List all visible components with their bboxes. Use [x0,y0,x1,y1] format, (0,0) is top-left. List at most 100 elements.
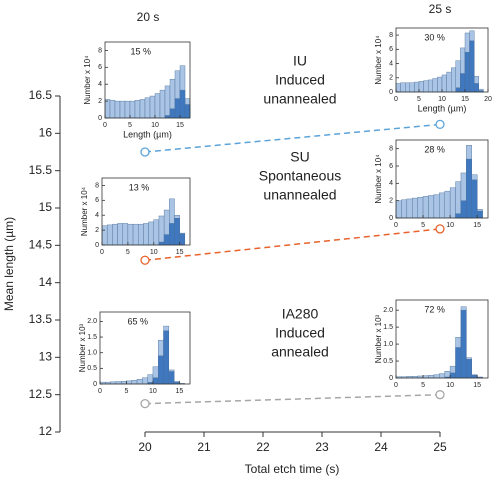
x-tick-label: 25 [433,440,447,454]
histogram-bar [455,213,462,219]
y-tick-label: 6 [389,163,393,170]
histogram-bar [449,187,456,219]
inset-y-label: Number x 10⁴ [83,55,92,105]
histogram-bar [164,85,171,119]
inset-y-label: Number x 10³ [374,314,383,363]
histogram-bar [169,108,176,119]
group-label: IA280 [282,306,319,322]
inset: 0 2 4 6 8 0 5 10 15 20 Number x 10⁴ Length (µm) 30 % [374,27,492,113]
histogram-bar [152,377,159,385]
inset-annotation: 65 % [128,316,149,326]
x-tick-label: 10 [446,382,454,389]
histogram-bar [104,99,111,119]
y-tick-label: 2 [98,98,102,105]
x-axis-label: Total etch time (s) [245,462,340,476]
inset-annotation: 30 % [424,32,445,42]
histogram-bar [444,190,451,219]
y-tick-label: 2.0 [87,318,97,325]
x-tick-label: 5 [125,388,129,395]
histogram-bar [174,217,180,246]
group-description: unannealed [263,187,336,203]
histogram-bar [476,210,483,219]
histogram-bar [159,89,166,119]
y-tick-label: 2 [389,198,393,205]
histogram-bar [163,330,170,385]
histogram-bar [460,73,466,93]
x-tick-label: 15 [176,388,184,395]
inset-annotation: 13 % [129,182,150,192]
inset: 0 0.5 1.0 1.5 2.0 0 5 10 15 Number x 10³ 65 % [78,311,191,395]
x-tick-label: 0 [394,96,398,103]
histogram-bar [471,375,478,379]
column-title: 20 s [137,10,160,24]
histogram-bar [460,309,467,379]
histogram-bar [455,347,462,379]
inset-x-label: Length (µm) [123,129,172,139]
histogram-bar [158,241,165,246]
histogram-bar [144,97,151,119]
y-tick-label: 8 [389,146,393,153]
inset-frame [99,311,191,385]
y-tick-label: 2 [95,227,99,234]
histogram-bar [455,181,462,219]
group-description: unannealed [263,91,336,107]
y-tick-label: 1.5 [383,324,393,331]
histogram-bar [428,79,434,93]
histogram-bar [139,99,146,119]
data-point [140,398,150,409]
histogram-bar [451,67,457,93]
group-label: IU [293,53,307,69]
inset: 0 2 4 6 8 0 5 10 15 Number x 10⁴ 13 % [80,177,191,256]
histogram-bar [433,194,440,219]
histogram-bar [120,380,127,385]
histogram-bar [466,158,472,219]
y-tick-label: 4 [95,212,99,219]
histogram-bar [134,100,141,119]
histogram-bar [464,51,470,93]
histogram-bar [406,198,413,219]
x-tick-label: 0 [98,388,102,395]
x-tick-label: 0 [103,122,107,129]
inset: 0 2 4 6 8 0 5 10 15 Number x 10⁴ Length (µm) 15 % [83,41,191,139]
x-tick-label: 15 [176,249,184,256]
histogram-bar [432,78,438,93]
group-description: Induced [275,325,325,341]
histogram-bar [158,355,164,385]
histogram-bar [439,373,445,379]
y-tick-label: 0 [93,381,97,388]
histogram-bar [441,74,447,93]
x-tick-label: 5 [421,382,425,389]
histogram-bar [446,71,452,93]
histogram-bar [466,359,472,379]
histogram-bar [163,234,170,246]
histogram-bar [414,81,420,93]
histogram-bar [395,200,402,219]
histogram-bar [423,80,429,93]
data-point [140,147,150,157]
y-tick-label: 0 [95,242,99,249]
histogram-bar [129,100,136,119]
histogram-bar [418,81,424,93]
x-tick-label: 10 [149,388,157,395]
data-point [435,390,445,400]
x-tick-label: 15 [461,96,469,103]
histogram-bar [168,371,175,385]
x-tick-label: 0 [394,382,398,389]
histogram-bar [136,379,143,385]
inset-annotation: 28 % [424,144,445,154]
inset-y-label: Number x 10⁴ [374,35,383,85]
x-tick-label: 24 [374,440,388,454]
histogram-bar [114,100,121,119]
x-tick-label: 23 [315,440,329,454]
y-tick-label: 1.0 [87,350,97,357]
histogram-bar [428,195,435,219]
histogram-bar [131,380,138,385]
histogram-bar [401,199,408,219]
inset-annotation: 72 % [424,304,445,314]
histogram-bar [112,223,118,246]
histogram-bar [449,372,456,379]
histogram-bar [471,179,478,219]
histogram-bar [437,76,443,93]
histogram-bar [124,100,131,119]
